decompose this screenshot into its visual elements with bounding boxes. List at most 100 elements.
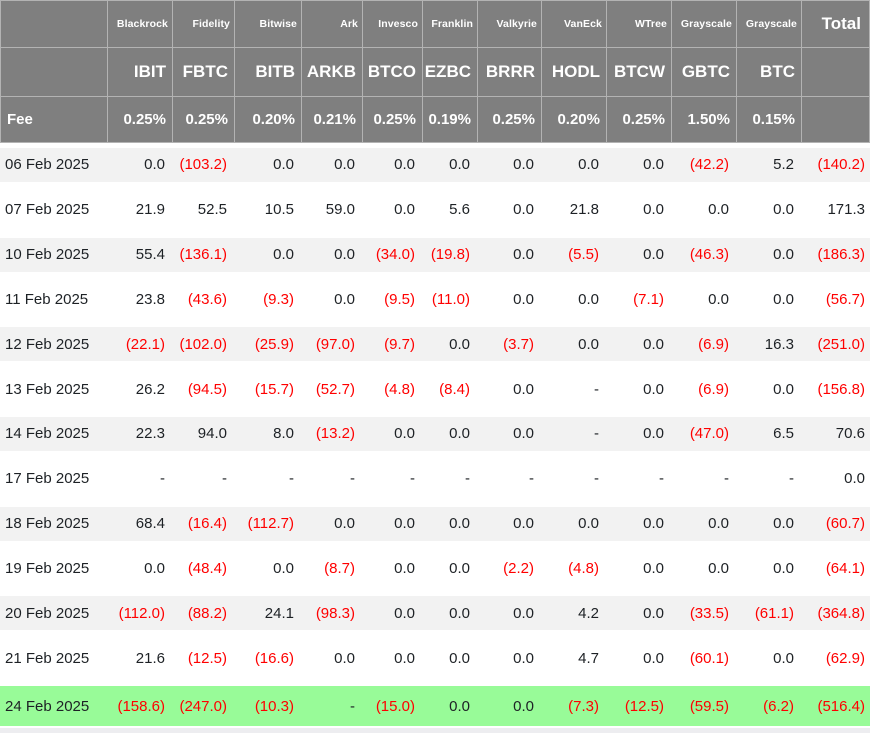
value-cell: 0.0 xyxy=(394,201,415,219)
value-cell: 0.0 xyxy=(273,246,294,264)
provider-cell: Fidelity xyxy=(173,0,235,48)
value-cell: (60.1) xyxy=(689,649,729,667)
value-cell: 16.3 xyxy=(764,335,794,353)
value-cell: 24.1 xyxy=(264,604,294,622)
table-row: 06 Feb 2025 0.0 (103.2) 0.0 0.0 0.0 0.0 0.0 0.0 0… xyxy=(0,143,870,188)
ticker-cell: BTC xyxy=(737,48,802,97)
total-value-cell: 70.6 xyxy=(835,425,865,443)
value-cell: - xyxy=(594,380,599,398)
provider-cell: Ark xyxy=(302,0,363,48)
value-cell: (112.7) xyxy=(247,515,294,533)
value-cell: (94.5) xyxy=(187,380,227,398)
value-cell: 0.0 xyxy=(334,649,355,667)
value-cell: 0.0 xyxy=(449,560,470,578)
provider-cell: Valkyrie xyxy=(478,0,542,48)
date-cell: 20 Feb 2025 xyxy=(5,604,90,622)
total-value-cell: (516.4) xyxy=(817,697,865,715)
provider-cell: Grayscale xyxy=(672,0,737,48)
value-cell: 0.0 xyxy=(449,697,470,715)
value-cell: - xyxy=(594,470,599,488)
table-row: 21 Feb 2025 21.6 (12.5) (16.6) 0.0 0.0 0.0 0.0 4… xyxy=(0,636,870,682)
table-row: 18 Feb 2025 68.4 (16.4) (112.7) 0.0 0.0 0.0 0.0… xyxy=(0,501,870,547)
value-cell: 21.9 xyxy=(135,201,165,219)
value-cell: 4.7 xyxy=(578,649,599,667)
value-cell: - xyxy=(724,470,729,488)
value-cell: (52.7) xyxy=(315,380,355,398)
fee-cell: 0.25% xyxy=(108,97,173,143)
value-cell: (7.3) xyxy=(568,697,599,715)
value-cell: 0.0 xyxy=(578,156,599,174)
value-cell: 0.0 xyxy=(394,515,415,533)
ticker-corner-cell xyxy=(0,48,108,97)
value-cell: 0.0 xyxy=(449,604,470,622)
value-cell: 0.0 xyxy=(643,156,664,174)
value-cell: (247.0) xyxy=(179,697,227,715)
total-value-cell: (62.9) xyxy=(825,649,865,667)
value-cell: - xyxy=(789,470,794,488)
value-cell: 0.0 xyxy=(449,515,470,533)
ticker-cell: BRRR xyxy=(478,48,542,97)
value-cell: (112.0) xyxy=(118,604,165,622)
value-cell: (19.8) xyxy=(430,246,470,264)
value-cell: (7.1) xyxy=(633,290,664,308)
provider-cell: Bitwise xyxy=(235,0,302,48)
date-cell: 24 Feb 2025 xyxy=(5,697,90,715)
value-cell: 0.0 xyxy=(578,335,599,353)
next-row-partial xyxy=(0,725,870,733)
value-cell: 0.0 xyxy=(513,290,534,308)
table-row: 07 Feb 2025 21.9 52.5 10.5 59.0 0.0 5.6 0.0 21.8… xyxy=(0,187,870,233)
value-cell: (6.2) xyxy=(763,697,794,715)
date-cell: 06 Feb 2025 xyxy=(5,156,90,174)
value-cell: (13.2) xyxy=(315,425,355,443)
value-cell: 10.5 xyxy=(264,201,294,219)
value-cell: 0.0 xyxy=(708,560,729,578)
value-cell: 5.2 xyxy=(773,156,794,174)
total-value-cell: 171.3 xyxy=(827,201,865,219)
value-cell: 0.0 xyxy=(449,649,470,667)
value-cell: 0.0 xyxy=(334,290,355,308)
fee-total-spacer xyxy=(802,97,870,143)
value-cell: (5.5) xyxy=(568,246,599,264)
value-cell: 0.0 xyxy=(513,380,534,398)
value-cell: 26.2 xyxy=(135,380,165,398)
value-cell: (11.0) xyxy=(431,290,470,308)
total-value-cell: 0.0 xyxy=(844,470,865,488)
value-cell: (10.3) xyxy=(254,697,294,715)
value-cell: (2.2) xyxy=(503,560,534,578)
value-cell: 0.0 xyxy=(578,515,599,533)
table-row: 11 Feb 2025 23.8 (43.6) (9.3) 0.0 (9.5) (11.0)… xyxy=(0,277,870,323)
table-row: 13 Feb 2025 26.2 (94.5) (15.7) (52.7) (4.8) (8… xyxy=(0,367,870,413)
value-cell: 94.0 xyxy=(197,425,227,443)
date-cell: 18 Feb 2025 xyxy=(5,515,90,533)
value-cell: 22.3 xyxy=(135,425,165,443)
value-cell: 0.0 xyxy=(643,380,664,398)
value-cell: 68.4 xyxy=(135,515,165,533)
fee-cell: 0.15% xyxy=(737,97,802,143)
fee-cell: 0.25% xyxy=(607,97,672,143)
total-value-cell: (251.0) xyxy=(817,335,865,353)
total-value-cell: (140.2) xyxy=(817,156,865,174)
value-cell: 0.0 xyxy=(449,156,470,174)
value-cell: 0.0 xyxy=(449,425,470,443)
fee-cell: 0.25% xyxy=(478,97,542,143)
value-cell: (48.4) xyxy=(187,560,227,578)
table-row: 10 Feb 2025 55.4 (136.1) 0.0 0.0 (34.0) (19.8)… xyxy=(0,232,870,278)
value-cell: 0.0 xyxy=(513,201,534,219)
value-cell: - xyxy=(529,470,534,488)
value-cell: (4.8) xyxy=(384,380,415,398)
fee-cell: 0.20% xyxy=(235,97,302,143)
value-cell: 52.5 xyxy=(197,201,227,219)
provider-cell: Invesco xyxy=(363,0,423,48)
value-cell: 0.0 xyxy=(773,290,794,308)
value-cell: (3.7) xyxy=(503,335,534,353)
ticker-cell: FBTC xyxy=(173,48,235,97)
value-cell: (22.1) xyxy=(125,335,165,353)
value-cell: 0.0 xyxy=(334,246,355,264)
fee-cell: 0.25% xyxy=(173,97,235,143)
value-cell: (88.2) xyxy=(187,604,227,622)
total-value-cell: (60.7) xyxy=(825,515,865,533)
date-cell: 11 Feb 2025 xyxy=(5,290,89,308)
date-cell: 07 Feb 2025 xyxy=(5,201,90,219)
value-cell: 5.6 xyxy=(449,201,470,219)
